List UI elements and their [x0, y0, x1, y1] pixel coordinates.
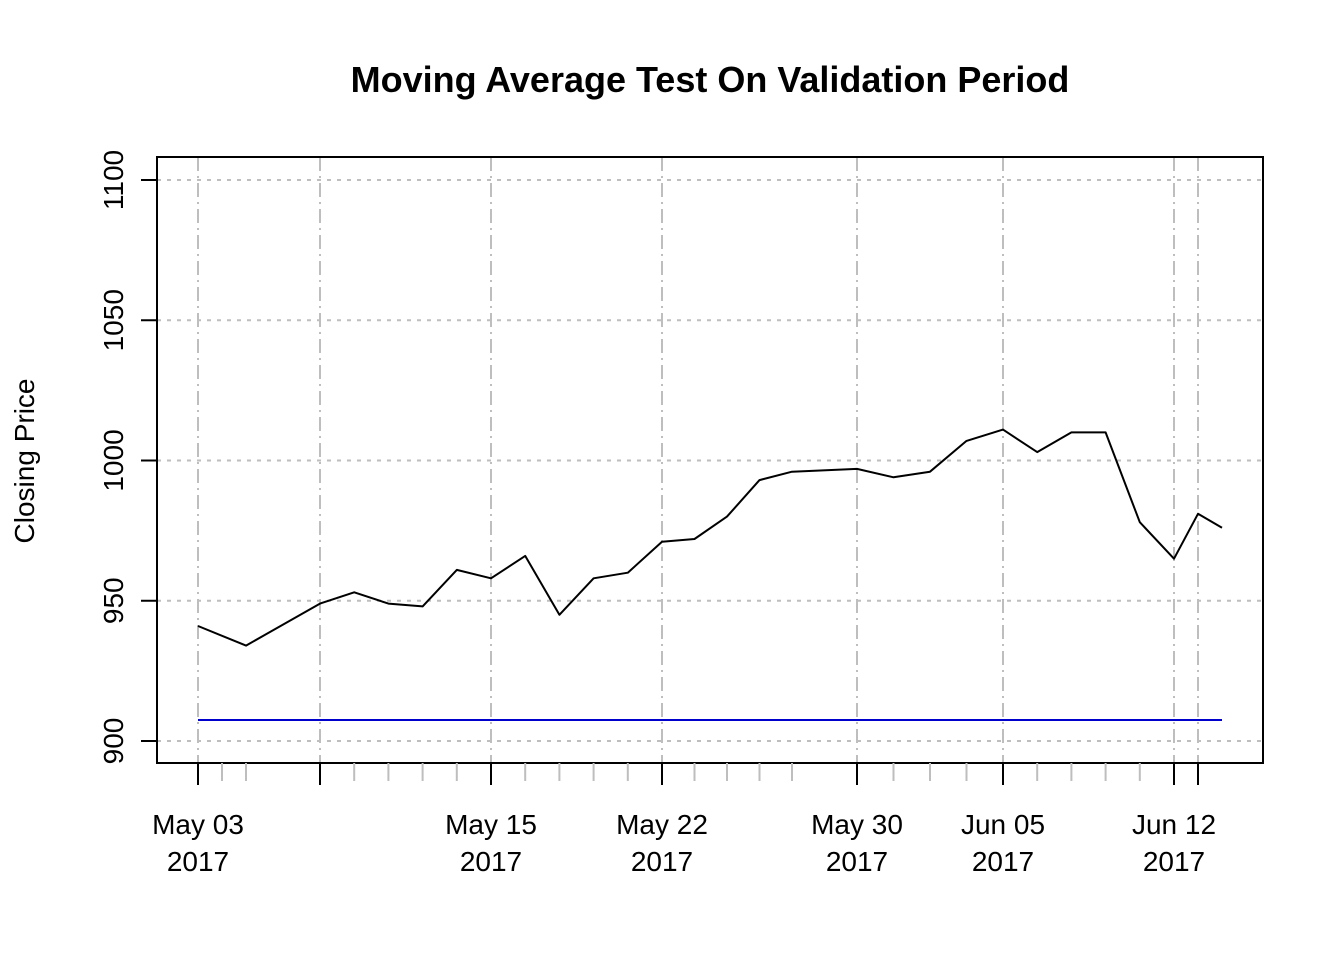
y-axis-label: Closing Price: [9, 379, 40, 544]
x-tick-year: 2017: [972, 846, 1034, 877]
x-tick-year: 2017: [631, 846, 693, 877]
y-tick-label: 900: [98, 718, 129, 765]
x-tick-label: Jun 05: [961, 809, 1045, 840]
x-tick-label: May 22: [616, 809, 708, 840]
x-tick-label: May 15: [445, 809, 537, 840]
y-tick-label: 1000: [98, 429, 129, 491]
series-layer: [197, 428, 1223, 721]
x-tick-year: 2017: [167, 846, 229, 877]
y-tick-label: 1050: [98, 289, 129, 351]
x-axis: May 03 2017 May 15 2017 May 22 2017 May 30 2017…: [152, 762, 1216, 877]
y-tick-label: 950: [98, 577, 129, 624]
x-tick-label: May 30: [811, 809, 903, 840]
x-tick-year: 2017: [826, 846, 888, 877]
closing-price-line: [197, 428, 1223, 647]
y-tick-label: 1100: [98, 150, 129, 210]
y-axis: 900 950 1000 1050 1100: [98, 150, 157, 764]
chart-title: Moving Average Test On Validation Period: [351, 59, 1070, 100]
gridlines: [157, 157, 1263, 763]
x-tick-year: 2017: [460, 846, 522, 877]
x-tick-label: Jun 12: [1132, 809, 1216, 840]
x-tick-year: 2017: [1143, 846, 1205, 877]
x-tick-label: May 03: [152, 809, 244, 840]
